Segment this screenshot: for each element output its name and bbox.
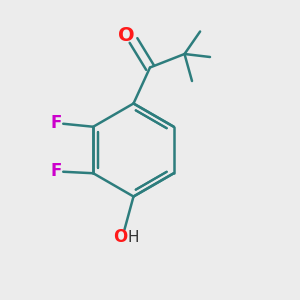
Text: O: O	[113, 228, 128, 246]
Text: F: F	[51, 114, 62, 132]
Text: H: H	[128, 230, 139, 244]
Text: O: O	[118, 26, 134, 45]
Text: F: F	[51, 162, 62, 180]
